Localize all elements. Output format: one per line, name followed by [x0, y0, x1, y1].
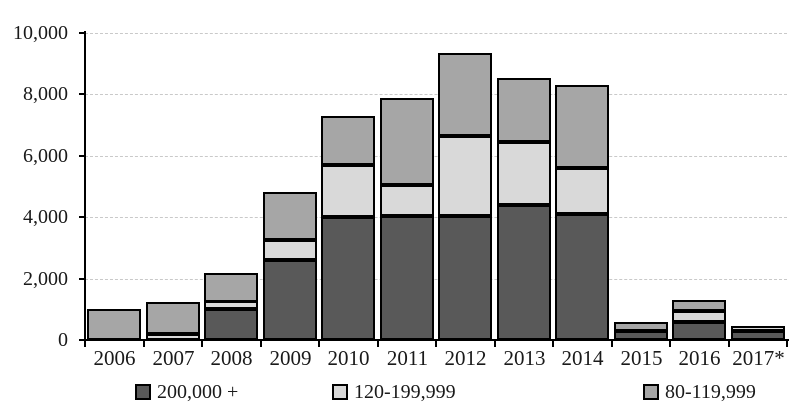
x-tick-mark — [377, 341, 379, 347]
x-tick-mark — [318, 341, 320, 347]
y-axis-line — [84, 31, 86, 340]
y-axis-label: 0 — [58, 329, 68, 351]
x-axis-label-2008: 2008 — [210, 346, 253, 370]
legend-label: 200,000 + — [157, 381, 239, 403]
bar-segment — [555, 214, 609, 340]
legend-item-200000-plus: 200,000 + — [135, 381, 238, 403]
legend-swatch-icon — [332, 384, 348, 400]
bar-segment — [263, 192, 317, 240]
bar-2009 — [263, 192, 317, 340]
bar-segment — [555, 85, 609, 168]
legend-swatch-icon — [643, 384, 659, 400]
x-axis-label-2010: 2010 — [327, 346, 370, 370]
bar-2016 — [672, 300, 726, 340]
x-tick-mark — [552, 341, 554, 347]
bar-2010 — [321, 116, 375, 340]
bar-segment — [204, 301, 258, 309]
bar-segment — [672, 311, 726, 322]
x-tick-mark — [201, 341, 203, 347]
bar-2012 — [438, 53, 492, 340]
legend-label: 80-119,999 — [665, 381, 756, 403]
bar-segment — [263, 240, 317, 260]
x-tick-mark — [669, 341, 671, 347]
y-tick-mark — [79, 216, 85, 219]
gridline-6000 — [85, 155, 787, 157]
x-axis-label-2014: 2014 — [561, 346, 604, 370]
bar-segment — [555, 168, 609, 214]
bar-2015 — [614, 322, 668, 340]
bar-2006 — [87, 309, 141, 340]
bar-segment — [321, 217, 375, 340]
plot-area — [85, 33, 787, 340]
bar-segment — [87, 309, 141, 340]
bar-segment — [672, 322, 726, 340]
bar-segment — [146, 302, 200, 334]
bar-2013 — [497, 78, 551, 340]
y-tick-mark — [79, 277, 85, 280]
bar-segment — [438, 53, 492, 136]
y-tick-mark — [79, 339, 85, 341]
bar-2014 — [555, 85, 609, 340]
y-tick-mark — [79, 154, 85, 157]
bar-segment — [204, 273, 258, 302]
x-axis-label-2015: 2015 — [620, 346, 663, 370]
x-axis-label-2017: 2017* — [732, 346, 785, 370]
x-axis-label-2011: 2011 — [386, 346, 429, 370]
gridline-8000 — [85, 94, 787, 96]
bar-2017 — [731, 326, 785, 340]
x-tick-mark — [611, 341, 613, 347]
bar-segment — [380, 185, 434, 216]
x-tick-mark — [260, 341, 262, 347]
bar-2007 — [146, 302, 200, 340]
bar-segment — [497, 78, 551, 142]
y-axis-label: 4,000 — [23, 206, 68, 229]
legend-label: 120-199,999 — [354, 381, 456, 403]
x-axis-label-2006: 2006 — [93, 346, 136, 370]
legend-swatch-icon — [135, 384, 151, 400]
x-axis-label-2007: 2007 — [152, 346, 195, 370]
bar-segment — [380, 216, 434, 340]
x-axis-label-2013: 2013 — [503, 346, 546, 370]
x-tick-mark — [786, 341, 788, 347]
bar-segment — [380, 98, 434, 185]
y-tick-mark — [79, 32, 85, 34]
y-axis-label: 2,000 — [23, 267, 68, 290]
bar-segment — [204, 309, 258, 340]
x-tick-mark — [435, 341, 437, 347]
legend-item-120-199999: 120-199,999 — [332, 381, 456, 403]
x-axis-line — [79, 339, 789, 341]
y-axis-label: 6,000 — [23, 144, 68, 167]
y-axis-label: 10,000 — [13, 22, 68, 44]
bar-segment — [672, 300, 726, 311]
bar-segment — [497, 142, 551, 205]
x-tick-mark — [84, 341, 86, 347]
x-tick-mark — [143, 341, 145, 347]
bar-segment — [321, 165, 375, 217]
x-axis-label-2016: 2016 — [678, 346, 721, 370]
gridline-4000 — [85, 217, 787, 219]
x-tick-mark — [728, 341, 730, 347]
gridline-2000 — [85, 278, 787, 280]
x-axis-label-2012: 2012 — [444, 346, 487, 370]
bar-2008 — [204, 272, 258, 340]
bar-2011 — [380, 97, 434, 340]
bar-segment — [614, 322, 668, 331]
bar-segment — [263, 260, 317, 340]
x-axis-label-2009: 2009 — [269, 346, 312, 370]
y-tick-mark — [79, 93, 85, 96]
bar-segment — [438, 136, 492, 216]
bar-segment — [497, 205, 551, 340]
bar-segment — [321, 116, 375, 165]
bar-segment — [731, 326, 785, 331]
bar-segment — [438, 216, 492, 340]
gridline-10000 — [85, 33, 787, 34]
legend: 200,000 + 120-199,999 80-119,999 — [0, 381, 791, 411]
x-tick-mark — [494, 341, 496, 347]
legend-item-80-119999: 80-119,999 — [643, 381, 756, 403]
y-axis-label: 8,000 — [23, 83, 68, 106]
